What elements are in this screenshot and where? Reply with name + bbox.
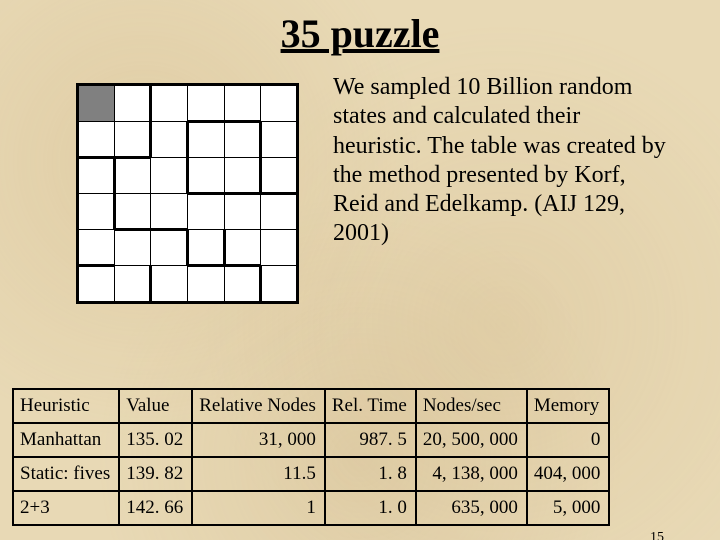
heuristic-table: HeuristicValueRelative NodesRel. TimeNod… — [12, 388, 610, 526]
puzzle-cell — [151, 85, 188, 122]
puzzle-cell — [151, 194, 188, 230]
table-cell: 31, 000 — [192, 423, 325, 457]
table-cell: 5, 000 — [527, 491, 610, 525]
table-cell: 2+3 — [13, 491, 119, 525]
table-header: Memory — [527, 389, 610, 423]
table-cell: 135. 02 — [119, 423, 192, 457]
puzzle-cell — [188, 266, 225, 303]
puzzle-cell — [225, 266, 261, 303]
table-cell: Static: fives — [13, 457, 119, 491]
table-cell: Manhattan — [13, 423, 119, 457]
table-cell: 20, 500, 000 — [416, 423, 527, 457]
table-cell: 4, 138, 000 — [416, 457, 527, 491]
puzzle-cell — [261, 122, 298, 158]
table-row: 2+3142. 6611. 0635, 0005, 000 — [13, 491, 609, 525]
puzzle-cell — [78, 158, 115, 194]
puzzle-cell — [261, 266, 298, 303]
puzzle-cell — [78, 266, 115, 303]
top-row: We sampled 10 Billion random states and … — [0, 75, 720, 304]
puzzle-cell — [225, 230, 261, 266]
puzzle-cell — [151, 266, 188, 303]
table-row: Static: fives139. 8211.51. 84, 138, 0004… — [13, 457, 609, 491]
puzzle-cell — [188, 194, 225, 230]
puzzle-cell — [261, 230, 298, 266]
puzzle-cell — [225, 85, 261, 122]
table-cell: 404, 000 — [527, 457, 610, 491]
table-cell: 139. 82 — [119, 457, 192, 491]
puzzle-cell — [225, 158, 261, 194]
puzzle-cell — [188, 122, 225, 158]
puzzle-cell — [115, 85, 151, 122]
table-header: Nodes/sec — [416, 389, 527, 423]
table-header: Relative Nodes — [192, 389, 325, 423]
puzzle-cell — [115, 230, 151, 266]
puzzle-cell — [261, 158, 298, 194]
puzzle-grid — [76, 83, 299, 304]
puzzle-cell — [151, 158, 188, 194]
table-cell: 11.5 — [192, 457, 325, 491]
table-cell: 1 — [192, 491, 325, 525]
table-header: Rel. Time — [325, 389, 416, 423]
table-cell: 987. 5 — [325, 423, 416, 457]
puzzle-cell — [151, 122, 188, 158]
table-header: Value — [119, 389, 192, 423]
puzzle-cell — [115, 266, 151, 303]
puzzle-cell — [261, 194, 298, 230]
puzzle-cell — [261, 85, 298, 122]
puzzle-cell — [225, 194, 261, 230]
table-cell: 635, 000 — [416, 491, 527, 525]
puzzle-cell — [78, 122, 115, 158]
puzzle-cell — [115, 122, 151, 158]
puzzle-cell — [78, 85, 115, 122]
slide-number: 15 — [650, 530, 664, 540]
puzzle-cell — [115, 194, 151, 230]
description-text: We sampled 10 Billion random states and … — [333, 73, 673, 304]
puzzle-cell — [188, 230, 225, 266]
table-header: Heuristic — [13, 389, 119, 423]
table-cell: 142. 66 — [119, 491, 192, 525]
puzzle-cell — [78, 230, 115, 266]
puzzle-cell — [188, 85, 225, 122]
puzzle-cell — [225, 122, 261, 158]
puzzle-cell — [151, 230, 188, 266]
puzzle-cell — [115, 158, 151, 194]
table-cell: 0 — [527, 423, 610, 457]
puzzle-cell — [78, 194, 115, 230]
table-cell: 1. 8 — [325, 457, 416, 491]
page-title: 35 puzzle — [0, 10, 720, 57]
puzzle-cell — [188, 158, 225, 194]
table-cell: 1. 0 — [325, 491, 416, 525]
table-row: Manhattan135. 0231, 000987. 520, 500, 00… — [13, 423, 609, 457]
